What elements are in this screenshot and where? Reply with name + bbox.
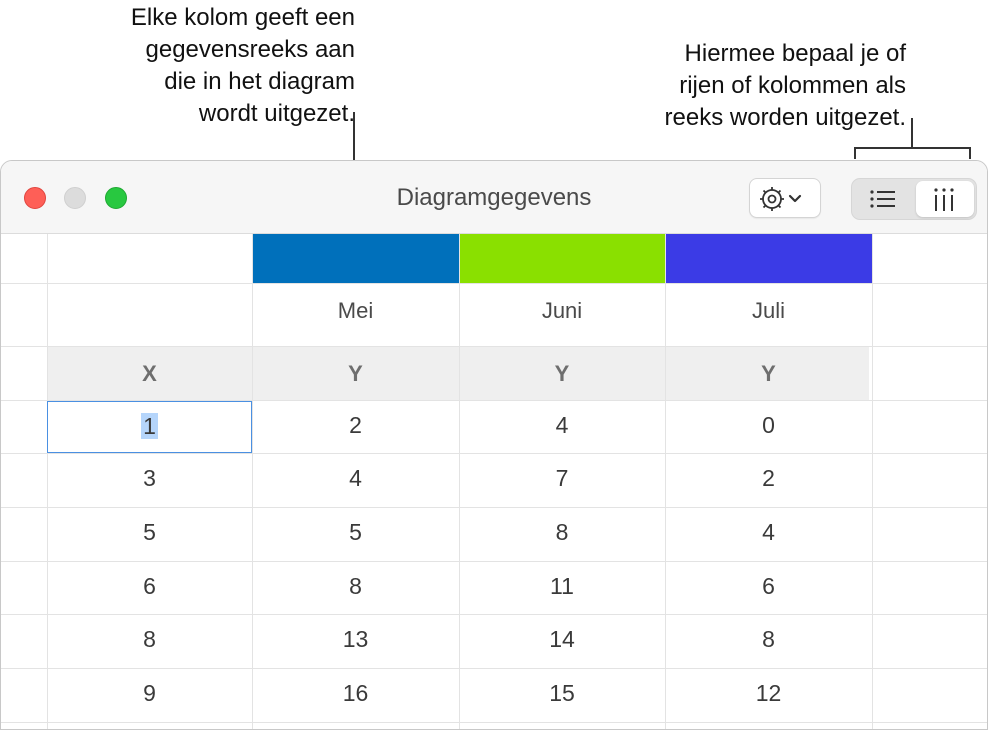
- columns-icon: [934, 188, 954, 211]
- cell-x[interactable]: 8: [143, 626, 156, 652]
- series-callout-line-2: gegevensreeks aan: [145, 36, 355, 63]
- series-color-swatch-juli[interactable]: [665, 234, 872, 283]
- chart-data-window: Diagramgegevens: [0, 160, 988, 730]
- series-name-juni[interactable]: Juni: [541, 298, 583, 323]
- plot-by-leader-vertical: [911, 118, 913, 148]
- title-bar: Diagramgegevens: [1, 161, 987, 234]
- plot-by-callout-line-3: reeks worden uitgezet.: [664, 104, 906, 131]
- cell-y[interactable]: 14: [549, 626, 575, 652]
- cell-x[interactable]: 5: [143, 519, 156, 545]
- plot-by-callout: Hiermee bepaal je of rijen of kolommen a…: [665, 38, 906, 134]
- cell-y[interactable]: 5: [349, 519, 362, 545]
- plot-by-bracket-top: [854, 147, 971, 149]
- cell-y[interactable]: 4: [762, 519, 775, 545]
- chevron-down-icon: [788, 194, 802, 203]
- action-menu-button[interactable]: [749, 178, 821, 218]
- cell-y[interactable]: 15: [549, 680, 575, 706]
- plot-by-callout-line-1: Hiermee bepaal je of: [684, 40, 906, 67]
- series-color-swatch-mei[interactable]: [252, 234, 459, 283]
- series-name-juli[interactable]: Juli: [751, 298, 785, 323]
- cell-y[interactable]: 0: [762, 412, 775, 438]
- cell-y[interactable]: 13: [342, 626, 369, 652]
- cell-y[interactable]: 11: [550, 573, 574, 599]
- axis-label-y-juli: Y: [761, 361, 776, 386]
- series-name-mei[interactable]: Mei: [337, 298, 374, 323]
- cell-y[interactable]: 4: [555, 412, 569, 438]
- cell-y[interactable]: 8: [349, 573, 362, 599]
- series-color-swatch-juni[interactable]: [459, 234, 665, 283]
- cell-x[interactable]: 9: [143, 680, 156, 706]
- plot-rows-as-series-button[interactable]: [854, 181, 912, 217]
- gear-icon: [760, 187, 802, 211]
- window-title: Diagramgegevens: [396, 184, 592, 211]
- cell-y[interactable]: 2: [349, 412, 362, 438]
- series-callout: Elke kolom geeft een gegevensreeks aan d…: [131, 2, 355, 130]
- plot-by-segmented-control: [851, 178, 977, 220]
- close-button[interactable]: [24, 187, 46, 209]
- plot-by-callout-line-2: rijen of kolommen als: [679, 72, 906, 99]
- axis-label-x: X: [142, 361, 157, 386]
- cell-y[interactable]: 7: [555, 465, 569, 491]
- axis-label-y-mei: Y: [348, 361, 363, 386]
- cell-x[interactable]: 3: [143, 465, 156, 491]
- cell-y[interactable]: 16: [342, 680, 369, 706]
- cell-y[interactable]: 2: [762, 465, 775, 491]
- cell-y[interactable]: 6: [762, 573, 775, 599]
- zoom-button[interactable]: [105, 187, 127, 209]
- chart-data-table: Mei Juni Juli X Y Y Y 1 2 4 0 3 4 7 2 5 5 8 4 6 8 11 6 8…: [1, 234, 987, 729]
- minimize-button[interactable]: [64, 187, 86, 209]
- series-callout-line-1: Elke kolom geeft een: [130, 4, 355, 31]
- cell-y[interactable]: 8: [762, 626, 775, 652]
- plot-columns-as-series-button[interactable]: [916, 181, 974, 217]
- cell-x[interactable]: 1: [47, 401, 252, 453]
- cell-x[interactable]: 6: [143, 573, 156, 599]
- axis-header-row: [47, 346, 869, 400]
- cell-y[interactable]: 4: [349, 465, 362, 491]
- list-rows-icon: [870, 190, 895, 208]
- plot-by-bracket-right: [969, 147, 971, 159]
- series-callout-line-4: wordt uitgezet.: [198, 100, 355, 127]
- series-callout-line-3: die in het diagram: [164, 68, 355, 95]
- plot-by-bracket-left: [854, 147, 856, 159]
- cell-y[interactable]: 8: [555, 519, 569, 545]
- axis-label-y-juni: Y: [554, 361, 570, 386]
- cell-y[interactable]: 12: [755, 680, 782, 706]
